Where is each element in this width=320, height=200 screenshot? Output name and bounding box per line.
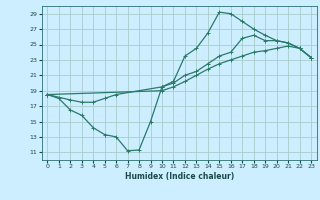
X-axis label: Humidex (Indice chaleur): Humidex (Indice chaleur) <box>124 172 234 181</box>
